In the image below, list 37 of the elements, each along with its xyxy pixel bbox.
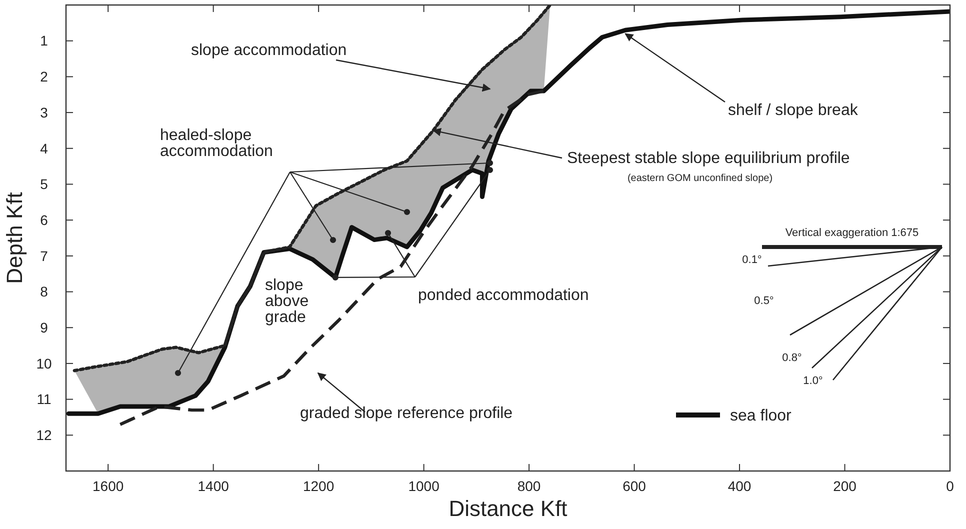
y-tick-label: 12 — [36, 427, 52, 444]
x-tick-label: 1600 — [92, 478, 124, 494]
x-tick-label: 1400 — [198, 478, 230, 494]
annotation: slope accommodation — [191, 42, 347, 59]
annotation: (eastern GOM unconfined slope) — [627, 173, 773, 184]
y-tick-label: 11 — [36, 391, 52, 408]
x-tick-label: 600 — [622, 478, 646, 494]
y-tick-label: 4 — [40, 140, 48, 156]
y-tick-label: 9 — [40, 320, 48, 336]
annotation: slope above grade — [265, 277, 309, 326]
annotation: 1.0° — [803, 375, 823, 387]
y-axis-title: Depth Kft — [2, 192, 27, 284]
y-tick-label: 7 — [40, 248, 48, 264]
x-tick-label: 0 — [946, 478, 954, 494]
x-axis-title: Distance Kft — [448, 496, 568, 521]
x-tick-label: 200 — [833, 478, 857, 494]
annotation: 0.1° — [742, 254, 762, 266]
annotation: 0.5° — [754, 295, 774, 307]
annotation: shelf / slope break — [728, 102, 859, 119]
y-tick-label: 5 — [40, 176, 48, 192]
y-tick-label: 8 — [40, 284, 48, 300]
y-tick-label: 2 — [40, 68, 48, 85]
annotation: Steepest stable slope equilibrium profile — [567, 150, 850, 167]
annotation: 0.8° — [782, 352, 802, 364]
annotation: Vertical exaggeration 1:675 — [785, 227, 919, 239]
legend-label: sea floor — [730, 408, 792, 425]
annotation: graded slope reference profile — [300, 405, 513, 422]
x-tick-label: 800 — [517, 478, 541, 494]
x-tick-label: 1200 — [302, 478, 334, 494]
annotation: ponded accommodation — [418, 287, 589, 304]
y-tick-label: 1 — [40, 32, 48, 49]
x-tick-label: 1000 — [408, 478, 440, 494]
y-tick-label: 10 — [36, 355, 52, 372]
y-tick-label: 3 — [40, 104, 48, 120]
y-tick-label: 6 — [40, 212, 48, 228]
x-tick-label: 400 — [728, 478, 752, 494]
annotation: healed-slope accommodation — [160, 127, 273, 160]
